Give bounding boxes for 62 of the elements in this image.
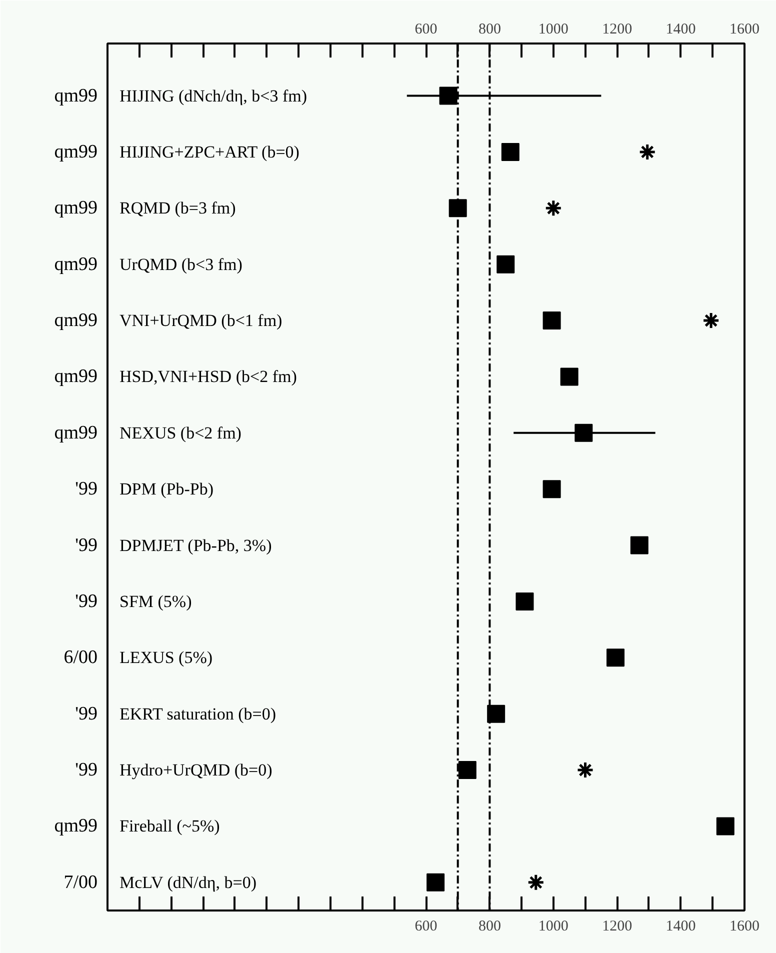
text: '99 [75,760,98,781]
point [426,873,445,892]
x2-tick-label: 600 [414,22,438,38]
text: '99 [75,534,98,556]
y-tick-label: UrQMD (b<3 fm) [120,254,242,274]
x-tick-label: 1600 [730,918,760,934]
x-tick-label: 800 [478,918,501,934]
text: qm99 [54,310,98,332]
y-tick-label: DPM (Pb-Pb) [120,480,214,499]
point [501,142,520,161]
y-tick-label: LEXUS (5%) [120,648,213,668]
point [496,255,515,274]
y-tick-label: RQMD (b=3 fm) [120,198,236,218]
y-tick-label: SFM (5%) [120,592,192,611]
y-tick-label: DPMJET (Pb-Pb, 3%) [120,536,272,555]
x-tick-label: 1200 [602,918,632,934]
x2-tick-label: 1000 [538,22,568,38]
text: '99 [75,703,98,724]
text: '99 [75,478,98,500]
x2-tick-label: 1400 [666,22,696,38]
x-tick-label: 600 [414,918,438,934]
point [542,312,561,330]
point [487,704,506,723]
x2-tick-label: 800 [478,22,501,38]
point [439,86,458,105]
x-tick-label: 1400 [666,918,696,934]
x-tick-label: 1000 [538,918,568,934]
x2-tick-label: 1600 [730,22,760,38]
point [516,592,534,610]
y-tick-label: EKRT saturation (b=0) [120,704,276,724]
point [448,199,467,218]
point [702,312,720,330]
point [542,480,561,498]
point [560,368,578,386]
text: qm99 [54,816,98,837]
y-tick-label: HIJING (dNch/dη, b<3 fm) [120,86,307,106]
y-tick-label: VNI+UrQMD (b<1 fm) [120,311,282,330]
text: qm99 [54,422,98,444]
point [544,199,562,217]
text: qm99 [54,85,98,106]
point [638,143,656,161]
y-tick-label: HIJING+ZPC+ART (b=0) [120,142,300,162]
y-tick-label: Hydro+UrQMD (b=0) [120,760,272,780]
point [576,761,594,779]
text: '99 [75,590,98,612]
point [716,817,734,836]
point [458,761,476,780]
point [606,648,625,667]
text: qm99 [54,141,98,162]
y-tick-label: McLV (dN/dη, b=0) [120,872,257,892]
text: 6/00 [64,647,98,668]
text: qm99 [54,366,98,388]
point [630,536,648,554]
x2-tick-label: 1200 [602,22,632,38]
point [574,424,593,442]
text: 7/00 [64,872,98,893]
text: qm99 [54,254,98,275]
y-tick-label: HSD,VNI+HSD (b<2 fm) [120,367,297,386]
text: qm99 [54,198,98,219]
y-tick-label: NEXUS (b<2 fm) [120,423,242,442]
y-tick-label: Fireball (~5%) [120,816,220,836]
point [527,874,545,892]
